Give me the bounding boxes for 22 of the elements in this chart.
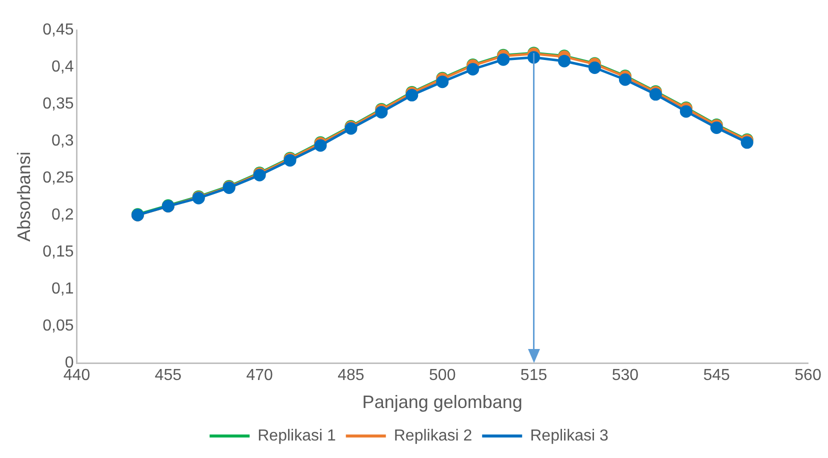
x-tick-label: 545 [703,367,730,384]
x-tick-label: 455 [154,367,182,384]
y-tick-label: 0,1 [51,280,74,298]
legend-label: Replikasi 3 [530,427,608,444]
x-tick-label: 530 [612,367,639,384]
y-tick-label: 0,15 [42,244,74,261]
x-tick-label: 515 [520,367,548,384]
y-tick-label: 0,45 [42,21,74,38]
legend-label: Replikasi 2 [394,427,472,444]
y-tick-label: 0,2 [51,206,74,224]
y-axis-title: Absorbansi [14,152,34,242]
y-tick-label: 0,3 [51,132,74,150]
x-axis-title: Panjang gelombang [362,392,522,412]
y-tick-label: 0,4 [51,58,74,76]
y-tick-label: 0,05 [42,318,74,335]
x-tick-label: 500 [429,367,456,384]
y-tick-label: 0,25 [42,169,74,186]
x-tick-label: 560 [794,367,822,384]
x-tick-label: 485 [338,367,364,384]
y-tick-label: 0,35 [42,95,74,112]
legend-label: Replikasi 1 [258,427,336,444]
x-tick-label: 470 [246,367,273,384]
